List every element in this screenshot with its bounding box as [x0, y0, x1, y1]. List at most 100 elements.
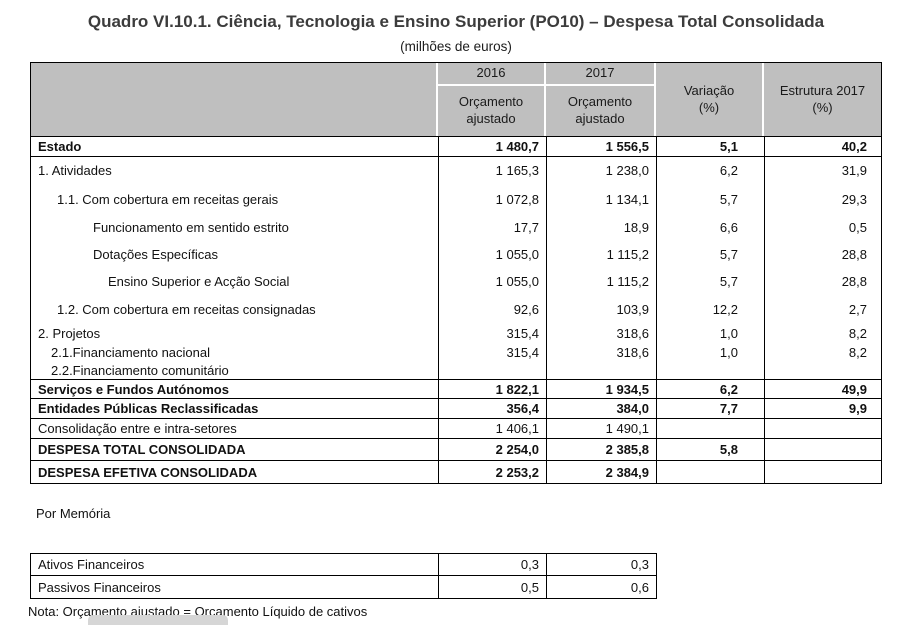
cell-2017: 318,6 [546, 323, 656, 343]
cell-estrutura [764, 439, 881, 460]
cell-2016: 315,4 [438, 343, 546, 361]
table-row: 2.2.Financiamento comunitário [31, 361, 881, 379]
memo-row: Ativos Financeiros 0,3 0,3 [31, 554, 656, 576]
row-label: Ativos Financeiros [38, 557, 145, 572]
table-row: Funcionamento em sentido estrito 17,7 18… [31, 214, 881, 241]
cell-estrutura: 49,9 [764, 380, 881, 398]
cell-2017: 1 115,2 [546, 241, 656, 268]
row-label: 1.1. Com cobertura em receitas gerais [57, 191, 279, 207]
cell-2017: 0,3 [546, 554, 656, 575]
cell-variacao: 5,7 [656, 184, 764, 214]
cell-variacao: 1,0 [656, 343, 764, 361]
cell-variacao: 6,2 [656, 380, 764, 398]
header-year-2016: 2016 [438, 63, 546, 86]
cell-2017: 1 556,5 [546, 137, 656, 156]
table-row: Consolidação entre e intra-setores 1 406… [31, 419, 881, 439]
table-row: Ensino Superior e Acção Social 1 055,0 1… [31, 268, 881, 295]
cell-2016: 1 165,3 [438, 157, 546, 184]
cell-estrutura: 28,8 [764, 268, 881, 295]
cell-estrutura: 28,8 [764, 241, 881, 268]
cell-variacao: 7,7 [656, 399, 764, 418]
cell-variacao: 5,7 [656, 241, 764, 268]
cell-2016: 1 055,0 [438, 241, 546, 268]
cell-estrutura: 31,9 [764, 157, 881, 184]
por-memoria-label: Por Memória [36, 506, 111, 521]
header-year-2017: 2017 [546, 63, 656, 86]
cell-variacao [656, 361, 764, 379]
row-label: Consolidação entre e intra-setores [38, 421, 237, 436]
cell-2017: 18,9 [546, 214, 656, 241]
cell-2016: 1 480,7 [438, 137, 546, 156]
cell-2016: 17,7 [438, 214, 546, 241]
header-orcamento-2017: Orçamento ajustado [546, 86, 656, 136]
header-variacao-line1: Variação [683, 82, 735, 98]
cell-variacao: 5,8 [656, 439, 764, 460]
memo-table: Ativos Financeiros 0,3 0,3 Passivos Fina… [30, 553, 657, 599]
cell-variacao [656, 461, 764, 483]
cell-2016: 1 822,1 [438, 380, 546, 398]
cell-2017: 1 115,2 [546, 268, 656, 295]
cell-2016: 2 253,2 [438, 461, 546, 483]
cell-2017: 318,6 [546, 343, 656, 361]
cell-2016: 1 055,0 [438, 268, 546, 295]
table-row: 1. Atividades 1 165,3 1 238,0 6,2 31,9 [31, 157, 881, 184]
header-variacao-line2: (%) [698, 99, 720, 115]
table-title: Quadro VI.10.1. Ciência, Tecnologia e En… [87, 12, 825, 31]
table-row: Serviços e Fundos Autónomos 1 822,1 1 93… [31, 379, 881, 399]
table-row: Entidades Públicas Reclassificadas 356,4… [31, 399, 881, 419]
cell-variacao: 1,0 [656, 323, 764, 343]
cell-2016: 315,4 [438, 323, 546, 343]
cell-estrutura [764, 461, 881, 483]
cell-2017: 103,9 [546, 295, 656, 323]
cell-2016: 2 254,0 [438, 439, 546, 460]
cell-2017: 0,6 [546, 576, 656, 598]
cell-2016: 356,4 [438, 399, 546, 418]
row-label: Funcionamento em sentido estrito [93, 220, 289, 235]
cell-2017: 1 238,0 [546, 157, 656, 184]
cell-variacao: 5,7 [656, 268, 764, 295]
cell-2016: 92,6 [438, 295, 546, 323]
row-label: Estado [38, 139, 82, 154]
table-header: 2016 2017 Variação (%) Estrutura 2017 (%… [31, 63, 881, 137]
table-row: DESPESA EFETIVA CONSOLIDADA 2 253,2 2 38… [31, 461, 881, 483]
cell-2017: 1 490,1 [546, 419, 656, 438]
cell-variacao [656, 419, 764, 438]
cell-estrutura [764, 419, 881, 438]
cell-estrutura: 0,5 [764, 214, 881, 241]
table-row: Dotações Específicas 1 055,0 1 115,2 5,7… [31, 241, 881, 268]
table-row: 2. Projetos 315,4 318,6 1,0 8,2 [31, 323, 881, 343]
cell-2017: 2 384,9 [546, 461, 656, 483]
header-variacao: Variação (%) [656, 63, 764, 136]
row-label: Ensino Superior e Acção Social [108, 274, 290, 289]
cell-estrutura: 40,2 [764, 137, 881, 156]
cell-variacao: 6,6 [656, 214, 764, 241]
table-row: 1.1. Com cobertura em receitas gerais 1 … [31, 184, 881, 214]
row-label: DESPESA EFETIVA CONSOLIDADA [38, 464, 258, 480]
cell-variacao: 12,2 [656, 295, 764, 323]
cell-2017: 384,0 [546, 399, 656, 418]
row-label: 1. Atividades [38, 163, 112, 178]
row-label: 2.2.Financiamento comunitário [51, 362, 229, 378]
cell-2016: 1 072,8 [438, 184, 546, 214]
cell-2017 [546, 361, 656, 379]
cell-estrutura: 29,3 [764, 184, 881, 214]
main-table: 2016 2017 Variação (%) Estrutura 2017 (%… [30, 62, 882, 484]
row-label: DESPESA TOTAL CONSOLIDADA [38, 442, 246, 457]
cell-2016: 0,5 [438, 576, 546, 598]
table-subtitle: (milhões de euros) [400, 39, 512, 54]
table-row: Estado 1 480,7 1 556,5 5,1 40,2 [31, 137, 881, 157]
cell-estrutura: 8,2 [764, 323, 881, 343]
cell-estrutura: 8,2 [764, 343, 881, 361]
cell-2016: 0,3 [438, 554, 546, 575]
header-orcamento-2016: Orçamento ajustado [438, 86, 546, 136]
cell-2017: 2 385,8 [546, 439, 656, 460]
row-label: Serviços e Fundos Autónomos [38, 381, 229, 397]
cell-estrutura [764, 361, 881, 379]
header-estrutura-line1: Estrutura 2017 [779, 82, 866, 98]
cell-estrutura: 9,9 [764, 399, 881, 418]
row-label: Dotações Específicas [93, 247, 219, 262]
cell-2016: 1 406,1 [438, 419, 546, 438]
cell-2016 [438, 361, 546, 379]
row-label: 1.2. Com cobertura em receitas consignad… [57, 301, 316, 317]
